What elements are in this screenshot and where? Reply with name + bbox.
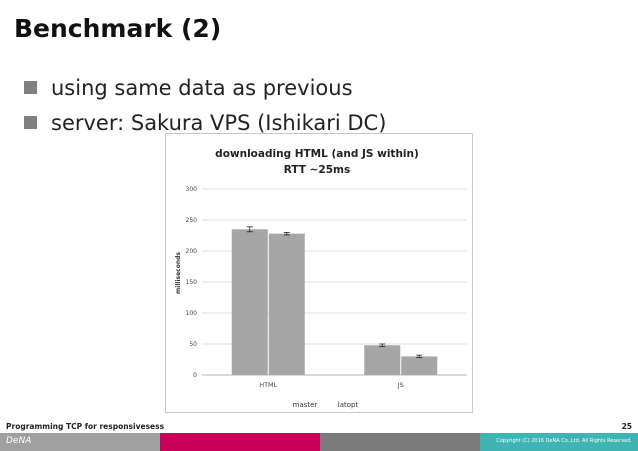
y-tick-label: 250: [186, 217, 198, 224]
bar-latopt-HTML: [268, 233, 305, 375]
copyright-text: Copyright (C) 2016 DeNA Co.,Ltd. All Rig…: [496, 438, 632, 444]
bar-latopt-JS: [401, 356, 438, 375]
square-bullet-icon: [24, 81, 37, 94]
bar-master-JS: [364, 345, 401, 375]
square-bullet-icon: [24, 116, 37, 129]
footer-color-bar: [0, 433, 638, 451]
plot-area: 0 50 100 150 200 250 300 HTML JS: [186, 186, 467, 389]
chart-svg: downloading HTML (and JS within) RTT ~25…: [165, 133, 473, 413]
page-number: 25: [621, 422, 632, 431]
footer-bar-segment-dark-gray: [320, 433, 480, 451]
benchmark-chart: downloading HTML (and JS within) RTT ~25…: [165, 133, 473, 413]
bullet-item: server: Sakura VPS (Ishikari DC): [24, 105, 386, 140]
y-tick-label: 0: [193, 372, 197, 379]
legend-item-latopt: latopt: [338, 401, 359, 409]
footer-bar-segment-magenta: [160, 433, 320, 451]
y-axis-label: milliseconds: [175, 252, 182, 294]
bullet-text: using same data as previous: [51, 75, 353, 100]
footer-title: Programming TCP for responsivesess: [6, 422, 165, 431]
y-tick-label: 50: [189, 341, 197, 348]
dena-logo: DeNA: [6, 436, 32, 446]
bullet-item: using same data as previous: [24, 70, 386, 105]
footer-bar-segment-gray: [0, 433, 160, 451]
y-tick-label: 300: [186, 186, 198, 193]
y-tick-label: 100: [186, 310, 198, 317]
x-tick-label: HTML: [259, 381, 277, 389]
legend-item-master: master: [293, 401, 318, 409]
footer-bar-segment-teal: [480, 433, 638, 451]
x-tick-label: JS: [397, 381, 404, 389]
legend: master latopt: [293, 401, 359, 409]
chart-title: downloading HTML (and JS within): [215, 148, 419, 160]
chart-subtitle: RTT ~25ms: [284, 164, 350, 176]
slide-title: Benchmark (2): [14, 14, 222, 43]
bullet-text: server: Sakura VPS (Ishikari DC): [51, 110, 387, 135]
bar-master-HTML: [231, 229, 268, 375]
bullet-list: using same data as previous server: Saku…: [24, 70, 386, 140]
y-tick-label: 200: [186, 248, 198, 255]
y-tick-label: 150: [186, 279, 198, 286]
